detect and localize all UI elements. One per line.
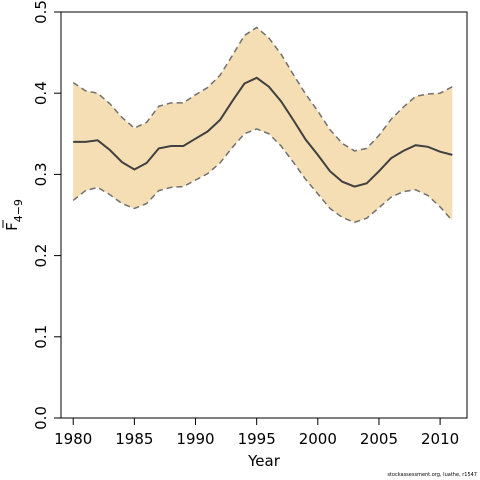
y-axis-title-main: F: [3, 222, 21, 231]
credit-text: stockassessment.org, Iuathe, r1547: [387, 472, 477, 478]
estimate-line: [73, 76, 453, 188]
y-tick-label: 0.2: [32, 244, 50, 268]
y-tick-label: 0.1: [32, 325, 50, 349]
x-tick-label: 1985: [115, 430, 153, 448]
upper-bound-line: [72, 26, 453, 152]
x-tick-label: 2010: [421, 430, 459, 448]
x-tick-label: 1995: [238, 430, 276, 448]
x-tick-label: 1980: [54, 430, 92, 448]
confidence-band: [73, 27, 453, 223]
series-lines: [72, 26, 453, 224]
y-tick-label: 0.5: [32, 0, 50, 24]
y-axis-title-subscript: 4−9: [12, 199, 25, 222]
y-tick-label: 0.3: [32, 162, 50, 186]
confidence-band-area: [73, 27, 453, 223]
svg-text:F4−9: F4−9: [3, 199, 25, 231]
x-axis-title: Year: [247, 452, 281, 470]
x-axis: 1980 1985 1990 1995 2000 2005 2010: [54, 417, 459, 448]
x-tick-label: 2000: [299, 430, 337, 448]
x-tick-label: 2005: [360, 430, 398, 448]
y-tick-label: 0.4: [32, 81, 50, 105]
y-axis: 0.0 0.1 0.2 0.3 0.4 0.5: [32, 0, 62, 430]
y-tick-label: 0.0: [32, 406, 50, 430]
x-tick-label: 1990: [176, 430, 214, 448]
y-axis-title: F4−9: [2, 199, 25, 231]
lower-bound-line: [72, 128, 453, 224]
